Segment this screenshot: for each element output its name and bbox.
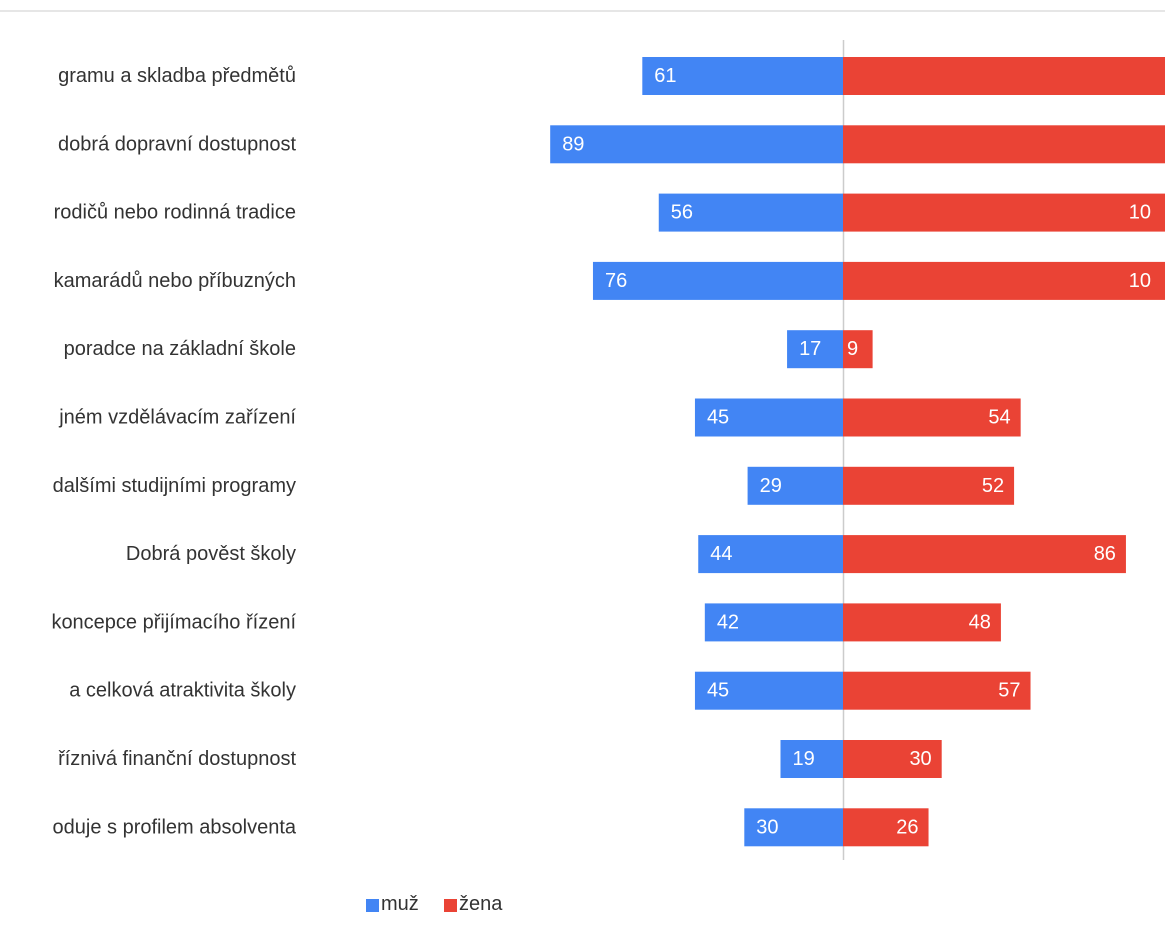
value-label-muz: 19 [792, 748, 814, 770]
bar-muz [694, 398, 843, 437]
bar-muz [747, 466, 843, 505]
category-label: říznivá finanční dostupnost [58, 748, 296, 770]
legend-swatch [366, 899, 379, 912]
value-label-muz: 42 [717, 611, 739, 633]
legend-label: muž [381, 893, 419, 915]
value-label-zena: 26 [896, 816, 918, 838]
category-label: dobrá dopravní dostupnost [58, 133, 296, 155]
bar-zena [843, 261, 1165, 300]
bar-zena [843, 740, 942, 778]
bar-muz [694, 671, 843, 710]
category-label: kamarádů nebo příbuzných [54, 270, 296, 292]
legend-label: žena [459, 893, 503, 915]
category-labels: gramu a skladba předmětů dobrá dopravní d… [51, 65, 296, 838]
value-labels: 61 89 56 10 76 10 17 9 45 54 29 52 44 86 42 48 45 57 19 30 3… [562, 65, 1151, 838]
category-label: oduje s profilem absolventa [53, 816, 297, 838]
bar-muz [550, 125, 843, 164]
bar-muz [787, 330, 843, 369]
value-label-zena: 48 [969, 611, 991, 633]
value-label-muz: 61 [654, 65, 676, 87]
value-label-muz: 29 [760, 475, 782, 497]
category-label: dalšími studijními programy [53, 475, 296, 497]
bar-muz [592, 261, 843, 300]
category-label: a celková atraktivita školy [69, 680, 296, 702]
bar-muz [698, 535, 843, 574]
bar-zena [843, 330, 873, 369]
bar-zena [843, 193, 1165, 232]
value-label-zena: 10 [1129, 202, 1151, 224]
value-label-muz: 76 [605, 270, 627, 292]
value-label-zena: 57 [998, 680, 1020, 702]
category-label: jném vzdělávacím zařízení [58, 407, 296, 429]
legend: muž žena [366, 893, 503, 915]
bar-muz [780, 740, 843, 778]
bar-muz [704, 603, 843, 642]
value-label-zena: 30 [909, 748, 931, 770]
value-label-muz: 45 [707, 680, 729, 702]
bars [550, 57, 1165, 847]
value-label-muz: 56 [671, 202, 693, 224]
value-label-zena: 54 [988, 407, 1010, 429]
bar-zena [843, 398, 1021, 437]
bar-zena [843, 603, 1001, 642]
value-label-zena: 52 [982, 475, 1004, 497]
bar-zena [843, 808, 929, 847]
category-label: koncepce přijímacího řízení [51, 611, 296, 633]
bar-muz [642, 57, 843, 95]
bar-zena [843, 466, 1015, 505]
category-label: Dobrá pověst školy [126, 543, 296, 565]
bar-muz [744, 808, 843, 847]
bar-zena [843, 57, 1165, 95]
bar-muz [658, 193, 843, 232]
bar-zena [843, 671, 1031, 710]
value-label-muz: 17 [799, 338, 821, 360]
bar-zena [843, 535, 1126, 574]
legend-swatch [444, 899, 457, 912]
value-label-zena: 86 [1094, 543, 1116, 565]
category-label: poradce na základní škole [64, 338, 296, 360]
value-label-muz: 45 [707, 407, 729, 429]
value-label-zena: 10 [1129, 270, 1151, 292]
bar-zena [843, 125, 1165, 164]
category-label: gramu a skladba předmětů [58, 65, 296, 87]
value-label-muz: 30 [756, 816, 778, 838]
value-label-muz: 44 [710, 543, 732, 565]
value-label-zena: 9 [847, 338, 858, 360]
category-label: rodičů nebo rodinná tradice [54, 202, 296, 224]
value-label-muz: 89 [562, 133, 584, 155]
